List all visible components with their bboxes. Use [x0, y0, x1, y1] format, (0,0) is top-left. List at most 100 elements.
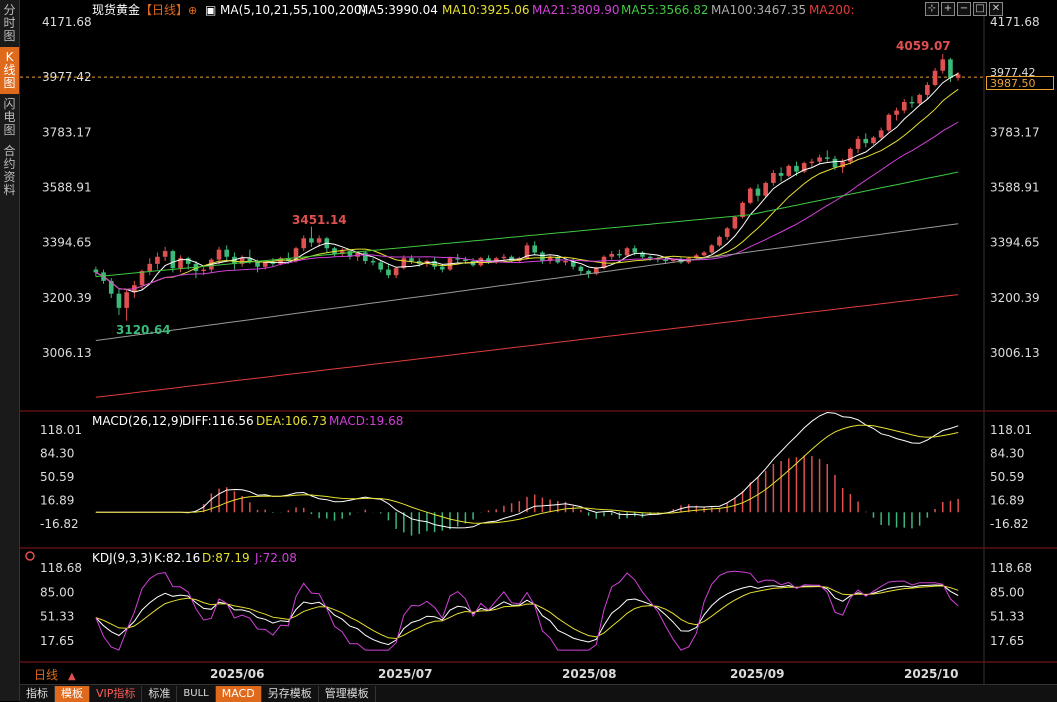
ma21-value: MA21:3809.90 — [532, 3, 620, 17]
macd-axis-right-2: 50.59 — [990, 470, 1024, 484]
kdj-params: KDJ(9,3,3) — [92, 551, 153, 565]
price-axis-left-4: 3394.65 — [42, 236, 92, 250]
candle-body — [224, 249, 230, 257]
candle-body — [316, 238, 322, 243]
kdj-d: D:87.19 — [202, 551, 250, 565]
price-axis-left-0: 4171.68 — [42, 15, 92, 29]
price-axis-left-6: 3006.13 — [42, 346, 92, 360]
kdj-j: J:72.08 — [254, 551, 297, 565]
candle-body — [901, 101, 907, 111]
bottom-tab-1[interactable]: 模板 — [55, 685, 90, 702]
candle-body — [286, 258, 291, 262]
candle-body — [709, 245, 715, 253]
candle-body — [832, 158, 838, 168]
macd-axis-right-0: 118.01 — [990, 423, 1032, 437]
zoom-in-icon[interactable]: + — [941, 2, 955, 16]
bottom-tab-3[interactable]: 标准 — [142, 685, 178, 702]
candle-body — [178, 258, 183, 269]
side-tab-char: 图 — [3, 29, 16, 43]
price-axis-left-1: 3977.42 — [42, 70, 92, 84]
candle-body — [701, 252, 707, 256]
price-axis-right-2: 3783.17 — [990, 125, 1040, 139]
bottom-tab-2[interactable]: VIP指标 — [90, 685, 143, 702]
macd-axis-left-4: -16.82 — [40, 517, 79, 531]
candle-body — [955, 74, 961, 78]
macd-value: MACD:19.68 — [329, 414, 403, 428]
indicator-settings-icon — [25, 551, 35, 561]
candle-body — [386, 269, 391, 276]
period-selector: 日线 — [34, 668, 58, 682]
candle-body — [455, 258, 461, 260]
candle-body — [493, 258, 499, 263]
crosshair-icon[interactable]: ⊹ — [925, 2, 939, 16]
kdj-k-line — [95, 584, 959, 646]
candle-body — [809, 161, 815, 164]
zoom-out-icon[interactable]: − — [957, 2, 971, 16]
candle-body — [670, 259, 676, 262]
candle-body — [878, 130, 884, 138]
side-tab-char: 电 — [3, 110, 16, 124]
candle-body — [871, 137, 876, 144]
candle-body — [116, 293, 122, 308]
bottom-tab-7[interactable]: 管理模板 — [319, 685, 376, 702]
candle-body — [601, 256, 607, 269]
date-label-1: 2025/07 — [378, 667, 432, 681]
macd-dea: DEA:106.73 — [256, 414, 327, 428]
candle-body — [355, 252, 360, 257]
side-tab-char: 约 — [3, 157, 16, 171]
side-tab-char: 料 — [3, 183, 16, 197]
candle-body — [948, 59, 953, 78]
candle-body — [309, 238, 314, 243]
price-axis-right-6: 3006.13 — [990, 346, 1040, 360]
settings-icon: ⊕ — [188, 4, 197, 17]
candle-body — [301, 238, 307, 249]
candle-body — [393, 268, 399, 276]
candle-body — [886, 114, 892, 131]
candle-body — [201, 269, 206, 271]
side-tab-char: 图 — [3, 76, 16, 90]
candle-body — [409, 258, 414, 262]
candle-body — [848, 148, 853, 162]
side-tab-char: 分 — [3, 3, 16, 17]
macd-axis-right-3: 16.89 — [990, 493, 1024, 507]
price-axis-right-0: 4171.68 — [990, 15, 1040, 29]
current-price-tag: 3987.50 — [986, 76, 1054, 90]
candle-body — [162, 251, 168, 257]
candle-body — [763, 182, 768, 196]
kdj-axis-left-2: 51.33 — [40, 610, 74, 624]
kdj-axis-right-0: 118.68 — [990, 561, 1032, 575]
bottom-toolbar: 指标 模板 VIP指标 标准 BULL MACD 另存模板 管理模板 — [20, 684, 1057, 702]
candle-body — [147, 263, 153, 271]
period-dropdown-icon: ▲ — [68, 671, 76, 682]
macd-axis-left-1: 84.30 — [40, 447, 74, 461]
tab-flash[interactable]: 闪电图 — [0, 94, 19, 141]
candle-body — [440, 266, 445, 270]
side-tab-char: 合 — [3, 144, 16, 158]
candle-body — [255, 261, 260, 267]
date-label-3: 2025/09 — [730, 667, 784, 681]
bottom-tab-6[interactable]: 另存模板 — [262, 685, 319, 702]
price-axis-left-2: 3783.17 — [42, 125, 92, 139]
side-tab-char: 资 — [3, 170, 16, 184]
tab-timeshare[interactable]: 分时图 — [0, 0, 19, 47]
side-tab-char: 闪 — [3, 97, 16, 111]
bottom-tab-4[interactable]: BULL — [177, 685, 216, 702]
close-icon[interactable]: ✕ — [989, 2, 1003, 16]
ma200-value: MA200: — [809, 3, 855, 17]
tab-contract-info[interactable]: 合约资料 — [0, 141, 19, 201]
bottom-tab-5[interactable]: MACD — [215, 685, 262, 702]
candle-body — [108, 280, 114, 294]
candle-body — [570, 261, 576, 267]
candle-body — [794, 165, 799, 172]
candle-body — [771, 172, 776, 183]
candle-body — [185, 258, 191, 264]
instrument-label: 现货黄金 — [92, 2, 140, 17]
candle-body — [247, 258, 253, 262]
fullscreen-icon[interactable]: □ — [973, 2, 987, 16]
candle-body — [563, 261, 568, 263]
candle-body — [740, 202, 745, 218]
bottom-tab-0[interactable]: 指标 — [20, 685, 55, 702]
candle-body — [917, 94, 922, 104]
